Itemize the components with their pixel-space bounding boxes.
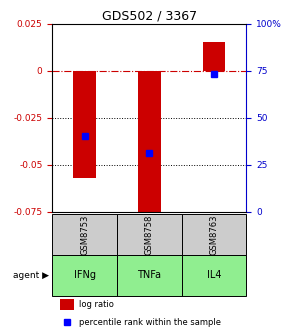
Bar	[138, 71, 161, 221]
Text: IL4: IL4	[207, 270, 221, 281]
FancyBboxPatch shape	[117, 255, 182, 296]
FancyBboxPatch shape	[52, 255, 117, 296]
FancyBboxPatch shape	[52, 214, 117, 255]
Text: agent ▶: agent ▶	[13, 271, 49, 280]
FancyBboxPatch shape	[182, 255, 246, 296]
Text: IFNg: IFNg	[74, 270, 96, 281]
Text: GSM8763: GSM8763	[210, 214, 219, 255]
Bar	[203, 42, 225, 71]
Text: GSM8758: GSM8758	[145, 214, 154, 254]
Text: percentile rank within the sample: percentile rank within the sample	[79, 318, 221, 327]
Text: log ratio: log ratio	[79, 300, 114, 309]
Bar	[73, 71, 96, 178]
FancyBboxPatch shape	[182, 214, 246, 255]
Text: GSM8753: GSM8753	[80, 214, 89, 254]
Bar	[60, 299, 74, 310]
Title: GDS502 / 3367: GDS502 / 3367	[102, 9, 197, 23]
FancyBboxPatch shape	[117, 214, 182, 255]
Text: TNFa: TNFa	[137, 270, 161, 281]
